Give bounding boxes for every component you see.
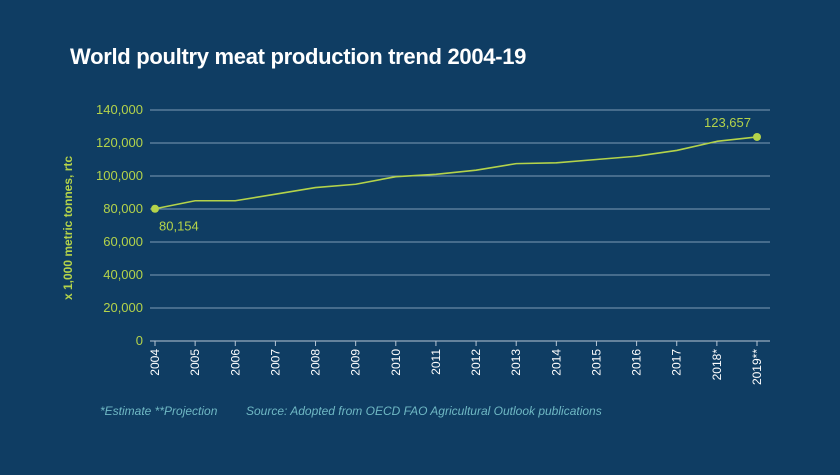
chart-title: World poultry meat production trend 2004…: [70, 44, 527, 69]
y-tick-label: 60,000: [103, 234, 143, 249]
x-tick-label: 2009: [349, 349, 363, 376]
x-tick-label: 2014: [549, 349, 563, 376]
source-note: Source: Adopted from OECD FAO Agricultur…: [246, 404, 602, 418]
x-tick-label: 2013: [509, 349, 523, 376]
y-tick-label: 100,000: [96, 168, 143, 183]
x-tick-label: 2011: [429, 349, 443, 375]
start-value-label: 80,154: [159, 219, 199, 234]
end-point-marker: [753, 132, 761, 141]
y-tick-label: 140,000: [96, 102, 143, 117]
x-tick-label: 2012: [469, 349, 483, 376]
x-tick-label: 2004: [148, 349, 162, 376]
grid-lines: [150, 109, 770, 346]
end-value-label: 123,657: [704, 115, 751, 130]
x-tick-labels: 2004 2005 2006 2007 2008 2009 2010 2011 2012 2013…: [148, 349, 764, 385]
x-tick-label: 2005: [188, 349, 202, 376]
y-tick-label: 20,000: [103, 300, 143, 315]
y-tick-label: 120,000: [96, 135, 143, 150]
x-tick-label: 2019**: [750, 349, 764, 385]
x-tick-label: 2018*: [710, 349, 724, 381]
series-line: [154, 136, 758, 210]
x-tick-label: 2008: [309, 349, 323, 376]
start-point-marker: [151, 204, 159, 213]
y-tick-label: 40,000: [103, 267, 143, 282]
y-axis-label: x 1,000 metric tonnes, rtc: [61, 156, 75, 300]
y-tick-label: 80,000: [103, 201, 143, 216]
y-tick-label: 0: [136, 333, 143, 348]
x-tick-label: 2006: [228, 349, 242, 376]
y-tick-labels: 0 20,000 40,000 60,000 80,000 100,000 120,000 1…: [96, 102, 143, 348]
x-tick-label: 2016: [630, 349, 644, 376]
footnote: *Estimate **Projection: [100, 404, 218, 418]
x-tick-label: 2010: [389, 349, 403, 376]
annotations: 80,154 123,657: [151, 115, 761, 234]
x-tick-label: 2015: [589, 349, 603, 376]
data-series: [154, 136, 758, 210]
x-tick-label: 2017: [670, 349, 684, 376]
x-tick-label: 2007: [268, 349, 282, 376]
